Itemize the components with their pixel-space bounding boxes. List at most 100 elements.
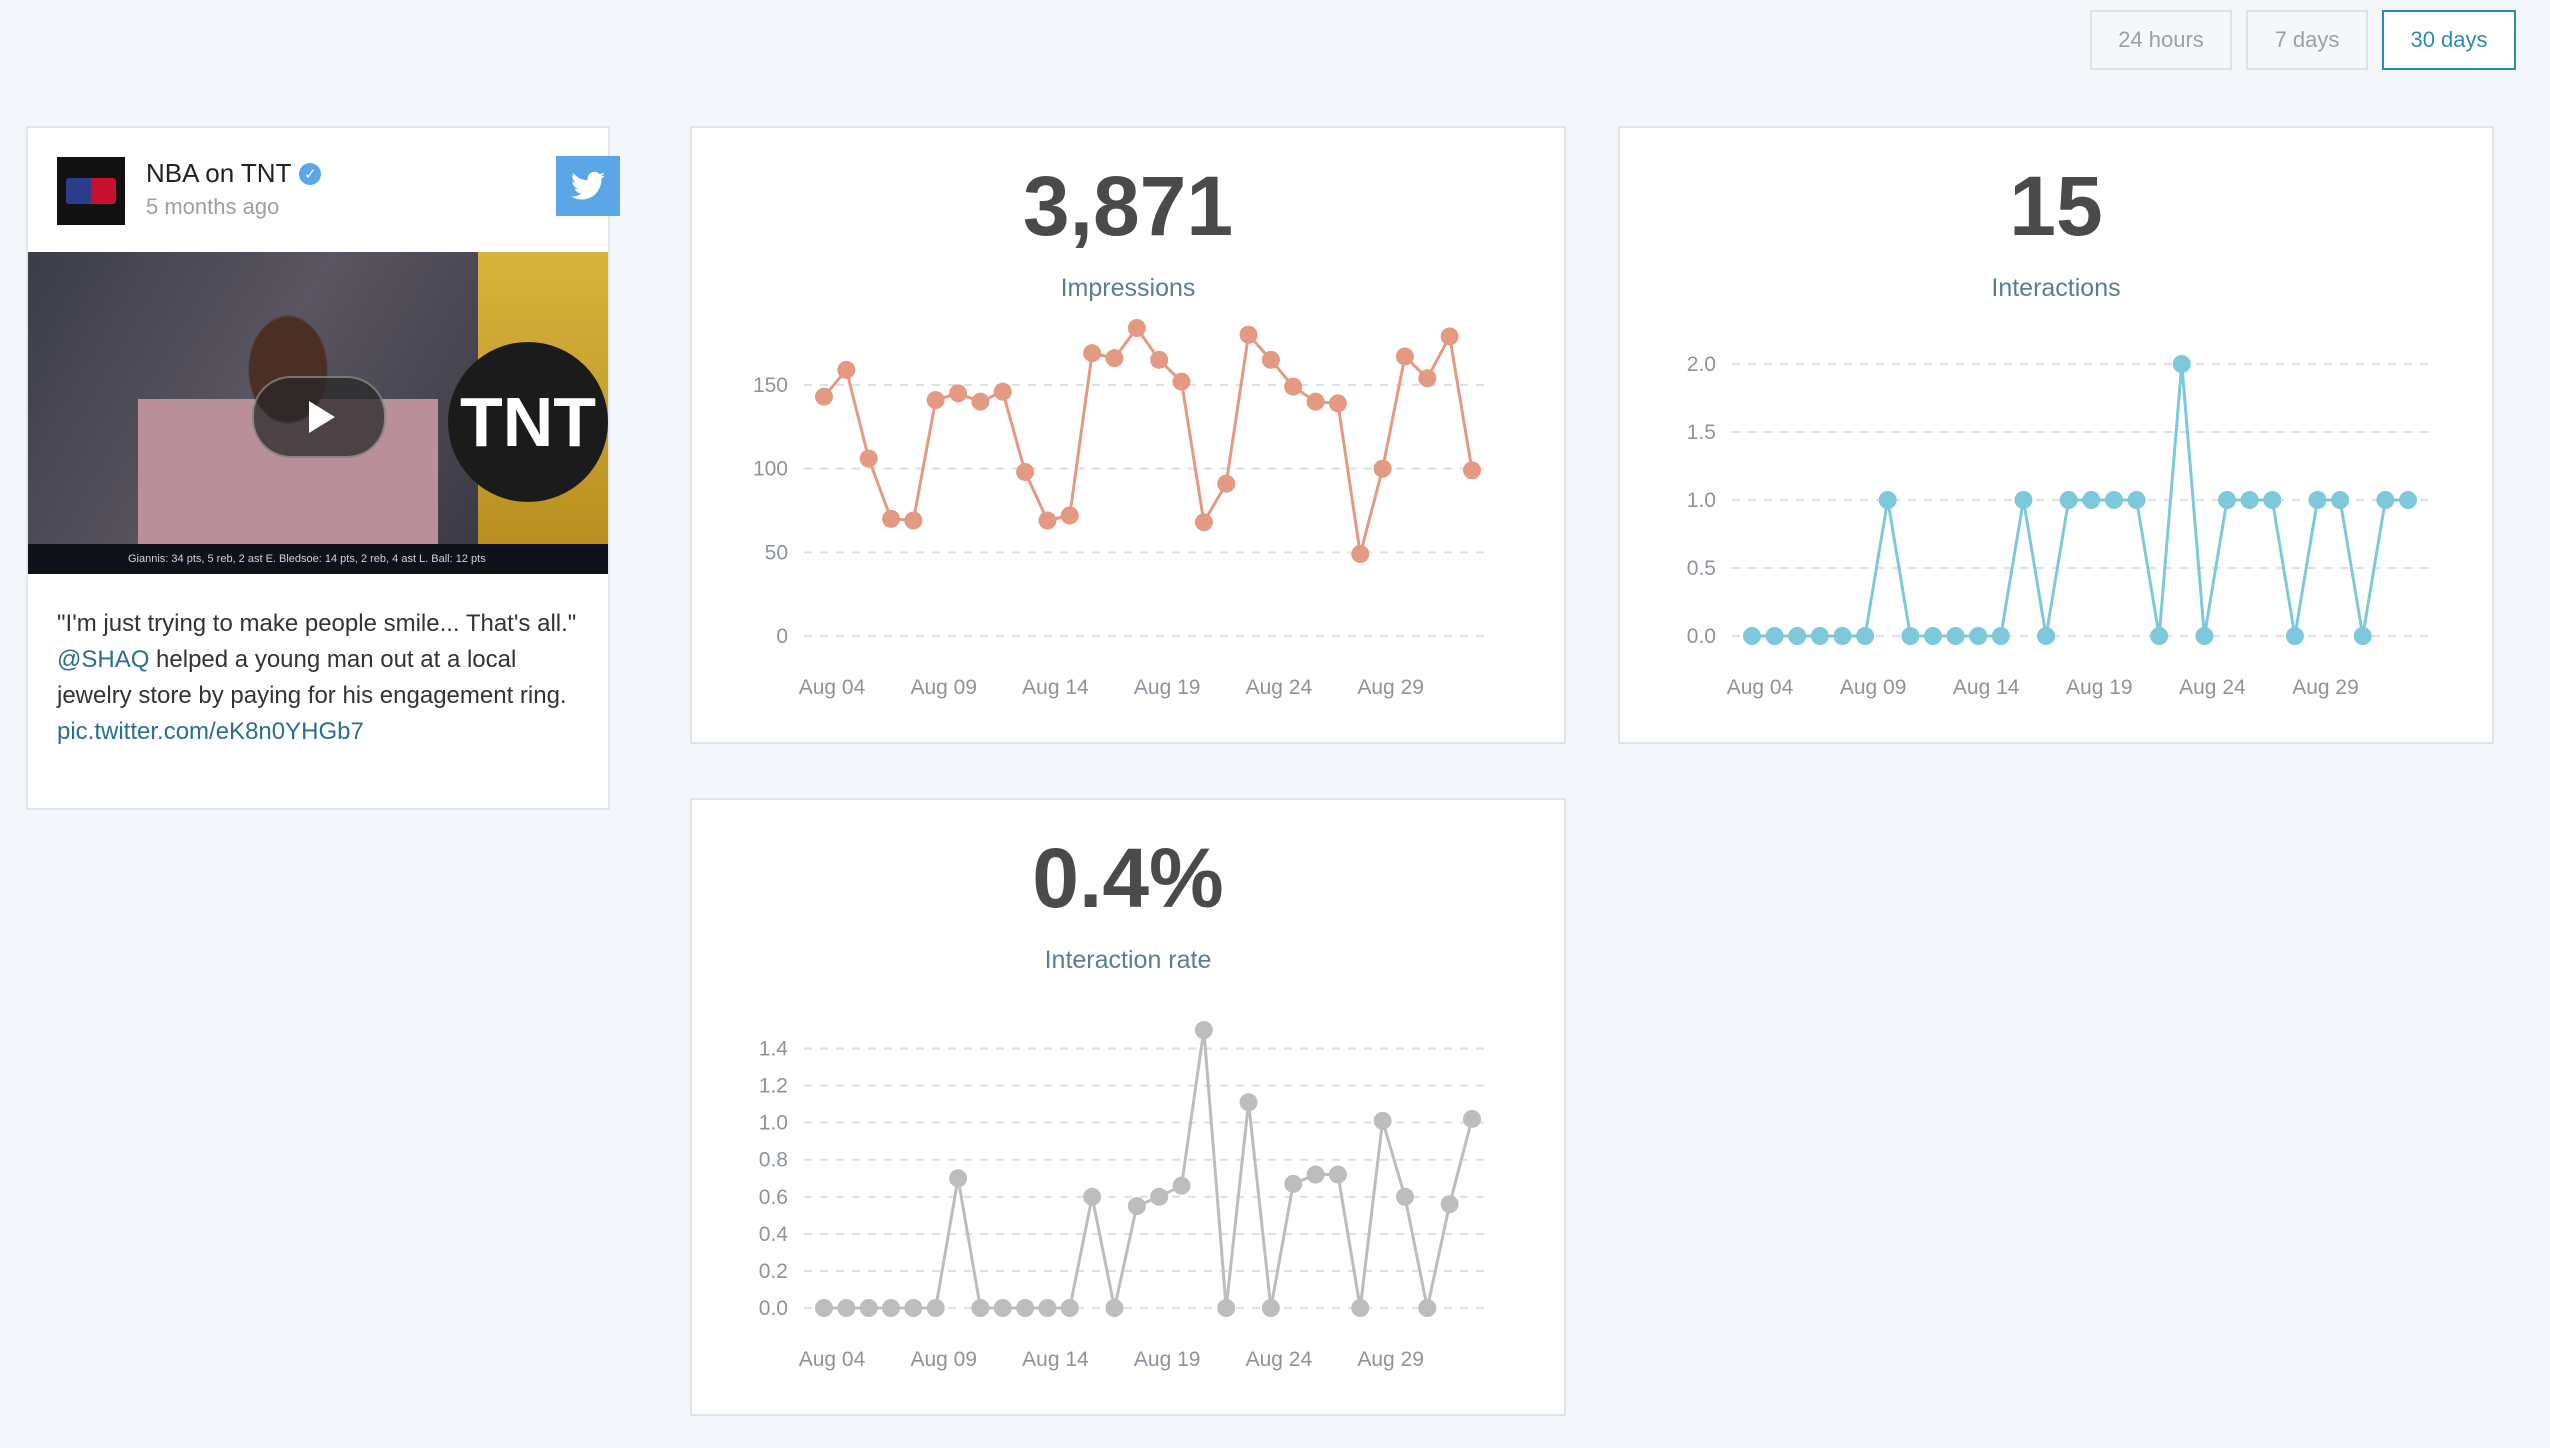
x-tick-label: Aug 19 <box>2066 676 2133 699</box>
avatar[interactable] <box>57 157 125 225</box>
data-point <box>1395 1187 1414 1206</box>
data-point <box>993 382 1012 401</box>
y-tick-label: 1.2 <box>759 1075 788 1098</box>
data-point <box>904 511 923 530</box>
data-point <box>1105 349 1124 368</box>
data-point <box>2037 627 2056 645</box>
x-tick-label: Aug 14 <box>1022 1348 1089 1371</box>
y-tick-label: 1.0 <box>1687 489 1716 512</box>
data-point <box>1351 1299 1370 1317</box>
data-point <box>1418 369 1437 388</box>
x-tick-label: Aug 29 <box>1357 1348 1424 1371</box>
data-point <box>1083 1187 1102 1206</box>
data-point <box>1418 1299 1437 1317</box>
data-point <box>1328 1165 1347 1184</box>
y-tick-label: 0.4 <box>759 1223 789 1246</box>
data-point <box>1239 325 1258 344</box>
data-point <box>1016 462 1035 481</box>
range-30-days-button[interactable]: 30 days <box>2382 10 2516 70</box>
range-24-hours-button[interactable]: 24 hours <box>2090 10 2232 70</box>
data-point <box>815 387 833 406</box>
interaction-rate-label: Interaction rate <box>1044 946 1212 974</box>
data-point <box>2059 491 2078 509</box>
data-point <box>1373 1111 1392 1130</box>
impressions-card: 3,871 Impressions 0 50 100 150 Aug 04 Aug 09 A… <box>690 126 1566 744</box>
data-point <box>2195 627 2214 645</box>
x-tick-label: Aug 29 <box>2292 676 2359 699</box>
data-point <box>2172 355 2191 373</box>
data-point <box>1060 1299 1079 1317</box>
data-point <box>1150 350 1169 369</box>
data-point <box>926 391 945 410</box>
impressions-value: 3,871 <box>1022 159 1234 253</box>
series-line <box>822 325 1474 555</box>
data-point <box>1217 1299 1236 1317</box>
y-tick-label: 0.0 <box>759 1297 788 1320</box>
impressions-label: Impressions <box>1060 274 1196 302</box>
y-tick-label: 150 <box>753 374 788 397</box>
data-point <box>1306 1165 1325 1184</box>
data-point <box>1788 627 1807 645</box>
media-link[interactable]: pic.twitter.com/eK8n0YHGb7 <box>57 718 364 745</box>
data-point <box>2104 491 2123 509</box>
interactions-value: 15 <box>2009 159 2103 253</box>
data-point <box>1239 1093 1258 1112</box>
data-point <box>882 509 901 528</box>
data-point <box>2240 491 2259 509</box>
data-point <box>1038 1299 1057 1317</box>
data-point <box>1261 350 1280 369</box>
data-point <box>2218 491 2237 509</box>
tweet-text-part: "I'm just trying to make people smile...… <box>57 610 577 637</box>
data-point <box>971 392 990 411</box>
data-point <box>1463 461 1481 480</box>
x-tick-label: Aug 04 <box>799 676 866 699</box>
data-point <box>949 384 968 403</box>
x-tick-label: Aug 19 <box>1134 1348 1201 1371</box>
x-tick-label: Aug 09 <box>1840 676 1907 699</box>
y-tick-label: 100 <box>753 458 788 481</box>
twitter-icon[interactable] <box>556 156 620 216</box>
x-tick-label: Aug 24 <box>2179 676 2246 699</box>
tweet-video[interactable]: TNT Giannis: 34 pts, 5 reb, 2 ast E. Ble… <box>28 252 608 574</box>
data-point <box>1765 627 1784 645</box>
mention-link[interactable]: @SHAQ <box>57 646 150 673</box>
data-point <box>859 449 878 468</box>
data-point <box>2263 491 2282 509</box>
data-point <box>949 1169 968 1188</box>
interactions-chart: 0.0 0.5 1.0 1.5 2.0 Aug 04 Aug 09 Aug 14 Aug 19 A… <box>1687 353 2428 699</box>
data-point <box>1351 544 1370 563</box>
data-point <box>1328 394 1347 413</box>
x-tick-label: Aug 14 <box>1953 676 2020 699</box>
data-point <box>1127 319 1146 338</box>
y-tick-label: 1.4 <box>759 1038 789 1061</box>
data-point <box>1194 1021 1213 1039</box>
data-point <box>2082 491 2101 509</box>
data-point <box>926 1299 945 1317</box>
data-point <box>1810 627 1829 645</box>
data-point <box>1016 1299 1035 1317</box>
tweet-time: 5 months ago <box>146 194 280 219</box>
data-point <box>859 1299 878 1317</box>
data-point <box>1743 627 1761 645</box>
play-icon[interactable] <box>252 376 386 458</box>
data-point <box>971 1299 990 1317</box>
x-tick-label: Aug 04 <box>1727 676 1794 699</box>
tweet-author[interactable]: NBA on TNT ✓ <box>146 158 322 189</box>
range-7-days-button[interactable]: 7 days <box>2246 10 2368 70</box>
score-ticker: Giannis: 34 pts, 5 reb, 2 ast E. Bledsoe… <box>28 544 608 574</box>
tweet-text: "I'm just trying to make people smile...… <box>57 606 587 750</box>
x-tick-label: Aug 14 <box>1022 676 1089 699</box>
data-point <box>2308 491 2327 509</box>
data-point <box>1946 627 1965 645</box>
data-point <box>1306 392 1325 411</box>
x-tick-label: Aug 19 <box>1134 676 1201 699</box>
y-tick-label: 0.8 <box>759 1149 788 1172</box>
interactions-card: 15 Interactions 0.0 0.5 1.0 1.5 2.0 Aug 04 Aug… <box>1618 126 2494 744</box>
data-point <box>837 1299 856 1317</box>
data-point <box>1060 506 1079 525</box>
data-point <box>1261 1299 1280 1317</box>
interaction-rate-chart: 0.0 0.2 0.4 0.6 0.8 1.0 1.2 1.4 Aug 04 Aug 09 Aug … <box>759 1021 1492 1371</box>
data-point <box>1105 1299 1124 1317</box>
data-point <box>815 1299 833 1317</box>
y-tick-label: 1.0 <box>759 1112 788 1135</box>
